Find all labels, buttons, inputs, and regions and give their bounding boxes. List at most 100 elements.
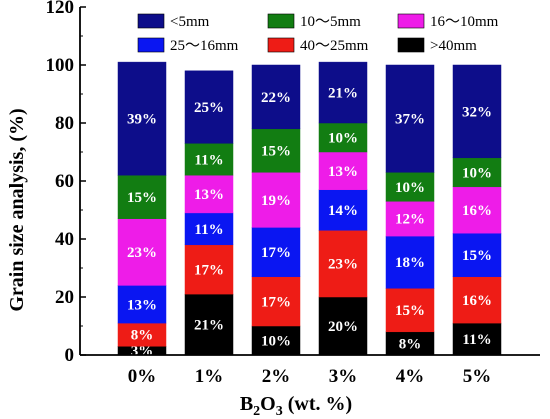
data-label: 11%: [462, 332, 491, 348]
legend-swatch: [137, 13, 165, 29]
x-axis-title-mid: O: [260, 393, 276, 415]
bar-segment: [251, 64, 301, 130]
data-label: 8%: [399, 336, 422, 352]
x-tick-label: 4%: [396, 366, 425, 387]
data-label: 21%: [194, 318, 224, 334]
data-label: 10%: [328, 131, 358, 147]
data-label: 18%: [395, 255, 425, 271]
bar-segment: [452, 157, 502, 188]
legend-label: 16～10mm: [430, 14, 499, 30]
bar-segment: [318, 189, 368, 231]
x-tick-label: 3%: [329, 366, 358, 387]
bar-segment: [318, 61, 368, 124]
y-tick-label: 40: [55, 229, 74, 250]
bar-segment: [251, 227, 301, 277]
legend-swatch: [397, 37, 425, 53]
x-tick-label: 2%: [262, 366, 291, 387]
data-label: 20%: [328, 319, 358, 335]
data-label: 15%: [395, 303, 425, 319]
y-tick-label: 60: [55, 171, 74, 192]
legend: <5mm 10～5mm 16～10mm 25～16mm 40～25mm >40mm: [137, 13, 499, 54]
y-tick-label: 80: [55, 113, 74, 134]
bar-segment: [452, 276, 502, 324]
bar-segment: [251, 172, 301, 228]
data-label: 10%: [462, 165, 492, 181]
axes-layer: 0 20 40 60 80 100 120 0% 1% 2% 3% 4% 5%: [46, 0, 540, 387]
bar-segment: [318, 230, 368, 298]
bar-segment: [385, 64, 435, 173]
bar-segment: [318, 122, 368, 153]
data-label: 11%: [194, 222, 223, 238]
bar-segment: [117, 174, 167, 219]
legend-swatch: [267, 13, 295, 29]
legend-label: <5mm: [170, 14, 210, 30]
y-axis-title: Grain size analysis, (%): [6, 108, 28, 311]
data-label: 39%: [127, 112, 157, 128]
data-label: 10%: [395, 180, 425, 196]
data-label: 13%: [194, 187, 224, 203]
data-label: 15%: [261, 144, 291, 160]
bars-layer: 3%8%13%23%15%39%21%17%11%13%11%25%10%17%…: [117, 61, 502, 360]
legend-label: >40mm: [430, 38, 477, 54]
data-label: 25%: [194, 100, 224, 116]
y-tick-label: 120: [46, 0, 75, 18]
bar-segment: [184, 293, 234, 356]
data-label: 17%: [261, 294, 291, 310]
legend-swatch: [137, 37, 165, 53]
x-tick-label: 1%: [195, 366, 224, 387]
data-label: 13%: [127, 297, 157, 313]
bar-segment: [318, 151, 368, 190]
data-label: 16%: [462, 203, 492, 219]
bar-segment: [117, 61, 167, 176]
data-label: 8%: [131, 328, 154, 344]
data-label: 13%: [328, 164, 358, 180]
legend-label: 25～16mm: [170, 38, 239, 54]
legend-label: 40～25mm: [300, 38, 369, 54]
data-label: 19%: [261, 193, 291, 209]
legend-label: 10～5mm: [300, 14, 361, 30]
y-tick-label: 20: [55, 287, 74, 308]
x-axis-title-sub2: 3: [276, 404, 283, 419]
bar-segment: [452, 186, 502, 234]
x-tick-label: 5%: [463, 366, 492, 387]
data-label: 23%: [127, 245, 157, 261]
data-label: 17%: [194, 262, 224, 278]
data-label: 32%: [462, 104, 492, 120]
bar-segment: [251, 276, 301, 327]
bar-segment: [117, 218, 167, 286]
data-label: 12%: [395, 212, 425, 228]
bar-segment: [385, 235, 435, 289]
bar-segment: [385, 288, 435, 333]
bar-segment: [184, 244, 234, 295]
data-label: 16%: [462, 293, 492, 309]
bar-segment: [184, 212, 234, 246]
bar-segment: [452, 232, 502, 277]
bar-segment: [385, 201, 435, 237]
data-label: 37%: [395, 112, 425, 128]
data-label: 17%: [261, 245, 291, 261]
x-tick-label: 0%: [128, 366, 157, 387]
legend-swatch: [267, 37, 295, 53]
bar-segment: [452, 64, 502, 159]
data-label: 22%: [261, 90, 291, 106]
legend-swatch: [397, 13, 425, 29]
data-label: 23%: [328, 257, 358, 273]
x-axis-title-base: B: [240, 393, 253, 415]
bar-segment: [452, 322, 502, 356]
data-label: 14%: [328, 203, 358, 219]
bar-segment: [318, 296, 368, 356]
data-label: 15%: [127, 190, 157, 206]
data-label: 11%: [194, 152, 223, 168]
x-axis-title: B2O3 (wt. %): [240, 393, 352, 419]
bar-segment: [184, 70, 234, 144]
y-tick-label: 100: [46, 55, 75, 76]
x-axis-title-tail: (wt. %): [283, 393, 352, 415]
data-label: 21%: [328, 86, 358, 102]
data-label: 15%: [462, 248, 492, 264]
y-tick-label: 0: [65, 345, 75, 366]
x-axis-title-sub1: 2: [253, 404, 260, 419]
bar-segment: [251, 128, 301, 173]
bar-segment: [184, 174, 234, 214]
data-label: 10%: [261, 334, 291, 350]
